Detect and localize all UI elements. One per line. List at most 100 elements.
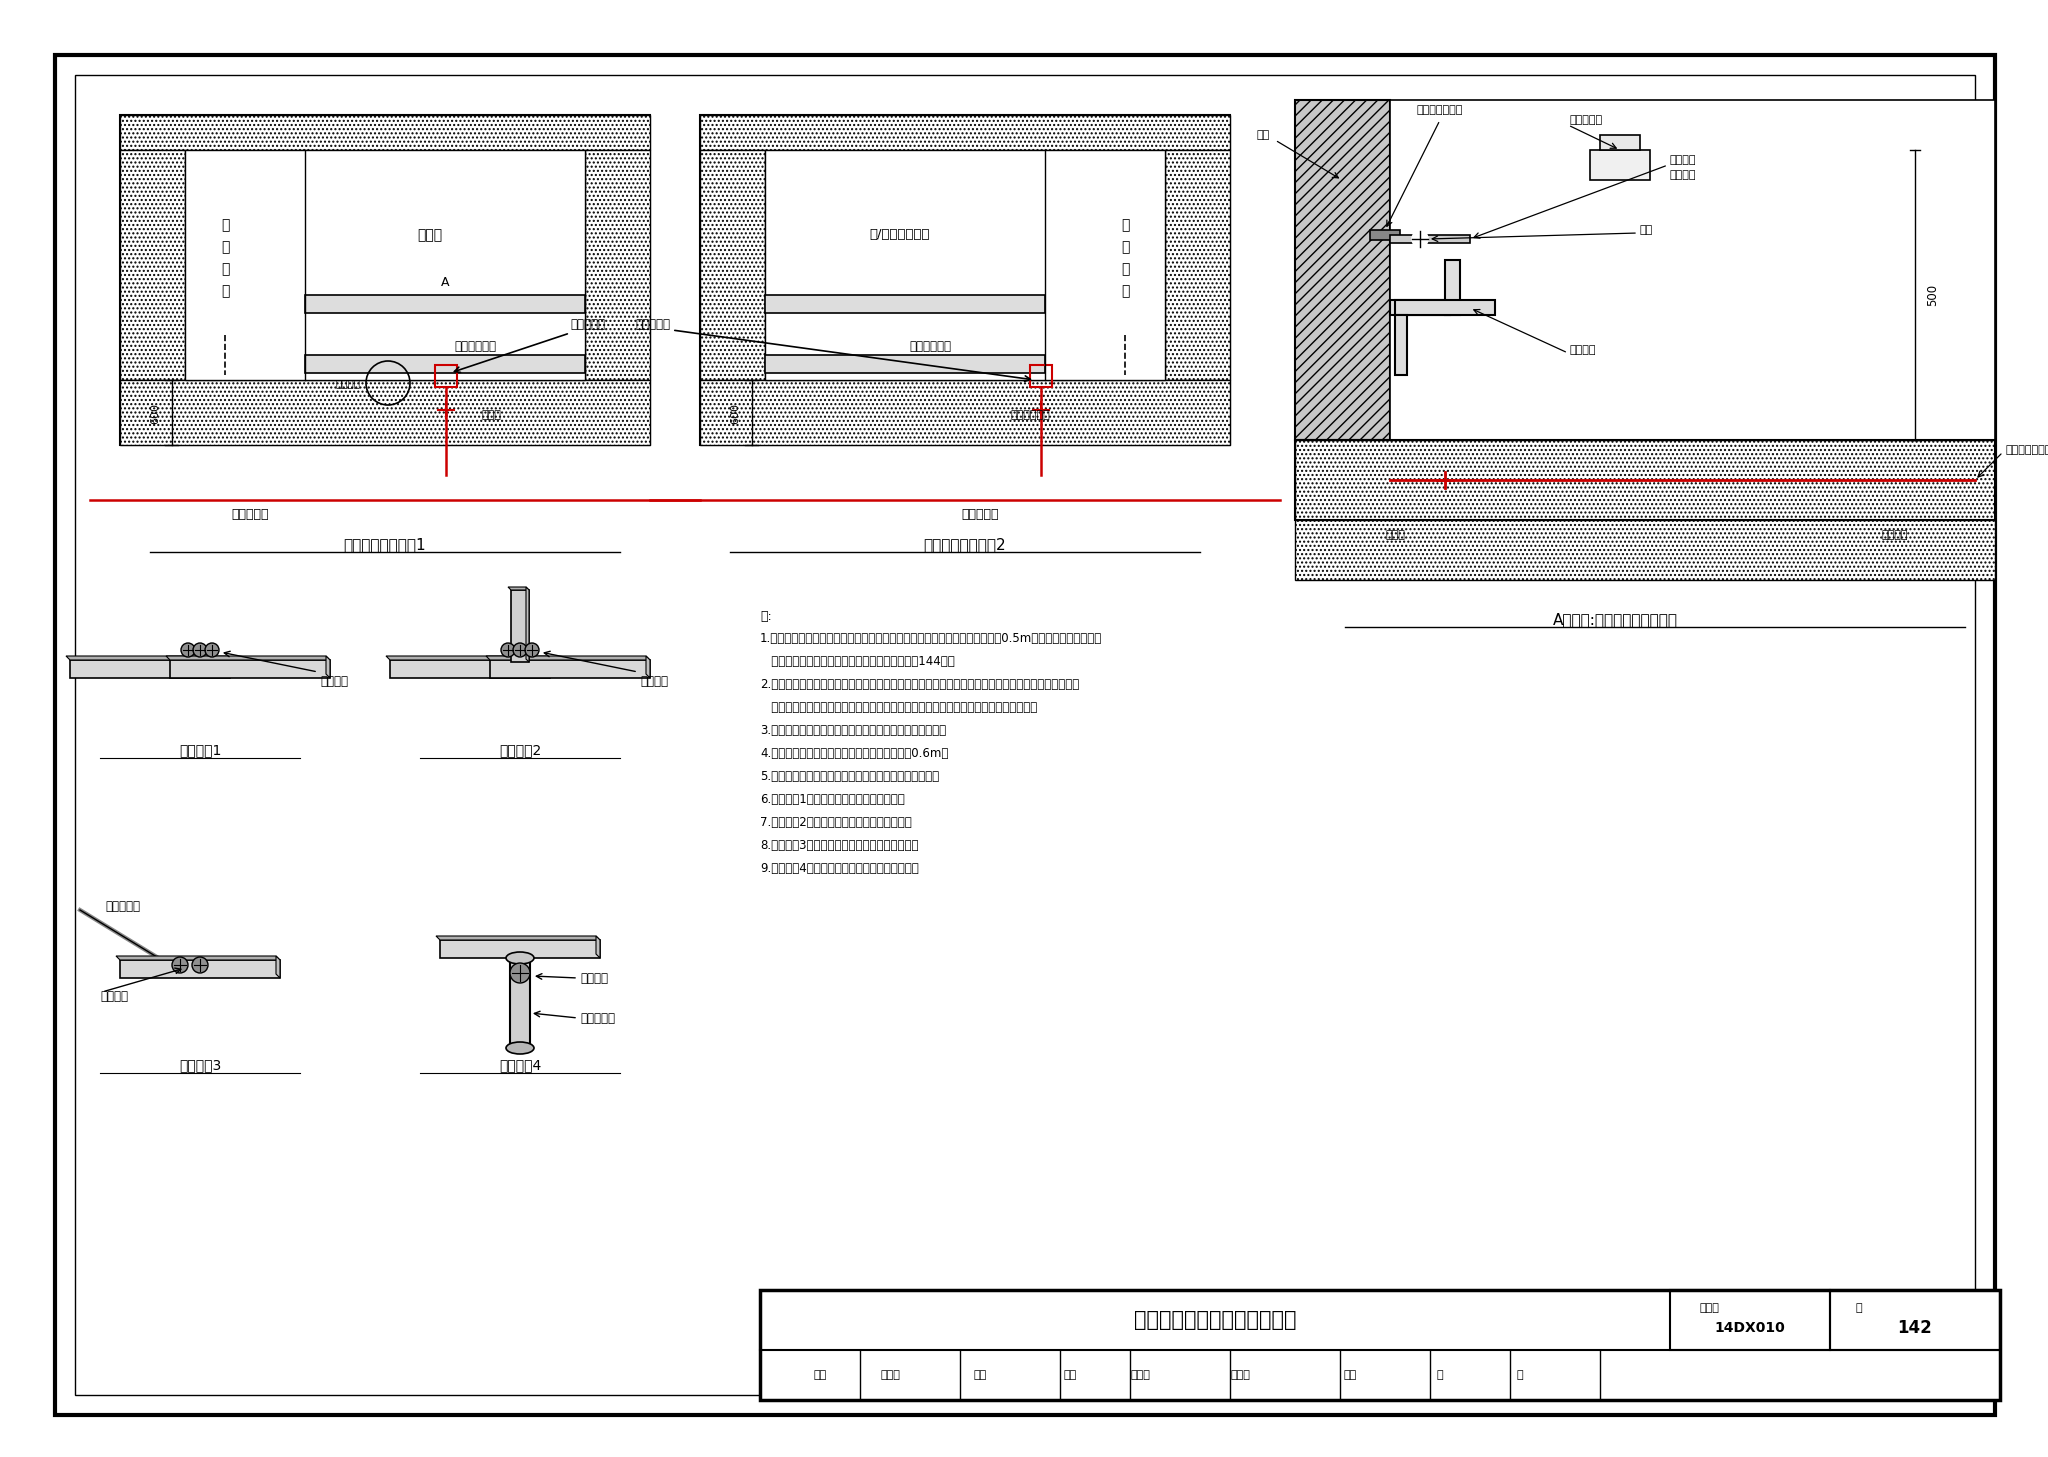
Bar bbox=[305, 356, 586, 373]
Bar bbox=[1589, 150, 1651, 181]
Text: 接地导带: 接地导带 bbox=[1669, 154, 1696, 165]
Text: 过镀垫片: 过镀垫片 bbox=[1669, 170, 1696, 181]
Text: 房站台板下夹层内，避开板底风道、结构缝及胀缩等。引出点位置需经相关专业确认。: 房站台板下夹层内，避开板底风道、结构缝及胀缩等。引出点位置需经相关专业确认。 bbox=[760, 701, 1036, 714]
Text: 500: 500 bbox=[1927, 284, 1939, 306]
Text: 接地网接地引出线: 接地网接地引出线 bbox=[2005, 444, 2048, 455]
Bar bbox=[700, 150, 766, 380]
Text: 强/弱电设备用房: 强/弱电设备用房 bbox=[870, 229, 930, 242]
Circle shape bbox=[510, 963, 530, 983]
Polygon shape bbox=[485, 656, 649, 660]
Text: 注:: 注: bbox=[760, 610, 772, 624]
Text: 校对: 校对 bbox=[1063, 1370, 1077, 1380]
Text: 接地引出线及连接方式示意图: 接地引出线及连接方式示意图 bbox=[1135, 1310, 1296, 1330]
Text: 连接方式3: 连接方式3 bbox=[178, 1058, 221, 1072]
Circle shape bbox=[193, 957, 209, 973]
Text: 热熔接头: 热熔接头 bbox=[639, 675, 668, 688]
Bar bbox=[305, 294, 586, 313]
Text: 线: 线 bbox=[1120, 219, 1128, 232]
Polygon shape bbox=[166, 656, 330, 660]
Bar bbox=[1395, 300, 1495, 315]
Circle shape bbox=[512, 643, 526, 657]
Text: 接地板钩: 接地板钩 bbox=[1571, 345, 1597, 356]
Bar bbox=[1294, 440, 1995, 520]
Bar bbox=[1391, 300, 1450, 315]
Bar bbox=[766, 294, 1044, 313]
Bar bbox=[1294, 440, 1995, 520]
Text: 心: 心 bbox=[221, 284, 229, 299]
Polygon shape bbox=[117, 956, 281, 960]
Text: 中: 中 bbox=[1120, 262, 1128, 275]
Text: 连接方式1: 连接方式1 bbox=[178, 743, 221, 758]
Text: 接地引出线: 接地引出线 bbox=[635, 319, 670, 332]
Text: 电车地绝子: 电车地绝子 bbox=[1571, 115, 1604, 125]
Bar bbox=[1669, 1289, 1831, 1351]
Polygon shape bbox=[645, 656, 649, 678]
Text: 路: 路 bbox=[1120, 240, 1128, 254]
Bar bbox=[1395, 315, 1407, 374]
Text: 路: 路 bbox=[221, 240, 229, 254]
Polygon shape bbox=[526, 587, 528, 661]
Text: 育: 育 bbox=[1438, 1370, 1444, 1380]
Text: 止水环: 止水环 bbox=[481, 409, 502, 420]
Circle shape bbox=[1411, 232, 1427, 248]
Text: 站台板下夹层: 站台板下夹层 bbox=[455, 341, 496, 354]
Text: 接地引出线示意图2: 接地引出线示意图2 bbox=[924, 538, 1006, 552]
Polygon shape bbox=[508, 587, 528, 590]
Bar bbox=[121, 115, 649, 150]
Text: 审制: 审制 bbox=[813, 1370, 827, 1380]
Bar bbox=[700, 115, 1231, 444]
Text: A大样图:接地母排安装示意图: A大样图:接地母排安装示意图 bbox=[1552, 612, 1677, 628]
Circle shape bbox=[172, 957, 188, 973]
Bar bbox=[510, 959, 530, 1048]
Bar bbox=[121, 380, 649, 444]
Text: 连接方式4: 连接方式4 bbox=[500, 1058, 541, 1072]
Text: 热熔接头: 热熔接头 bbox=[100, 989, 127, 1002]
Bar bbox=[1599, 136, 1640, 150]
Polygon shape bbox=[385, 656, 551, 660]
Text: A: A bbox=[440, 277, 449, 290]
Text: 4.接地装置在车站底板垫层下的埋设深度不小于0.6m。: 4.接地装置在车站底板垫层下的埋设深度不小于0.6m。 bbox=[760, 747, 948, 761]
Polygon shape bbox=[547, 656, 551, 678]
Text: 车站结构底板: 车站结构底板 bbox=[1010, 409, 1051, 420]
Bar bbox=[1030, 366, 1053, 388]
Polygon shape bbox=[66, 656, 229, 660]
Bar bbox=[1165, 150, 1231, 380]
Text: 600: 600 bbox=[150, 402, 160, 424]
Bar bbox=[766, 150, 1165, 380]
Bar bbox=[1831, 1289, 2001, 1351]
Text: 心: 心 bbox=[1120, 284, 1128, 299]
Text: 6.连接方式1为接地紫铜排之间的一字焊接。: 6.连接方式1为接地紫铜排之间的一字焊接。 bbox=[760, 793, 905, 806]
Text: 接地引出线: 接地引出线 bbox=[569, 319, 604, 332]
Text: 接地引入线: 接地引入线 bbox=[104, 900, 139, 914]
Ellipse shape bbox=[506, 951, 535, 965]
Text: 王南表: 王南表 bbox=[881, 1370, 899, 1380]
Bar bbox=[1294, 520, 1995, 580]
Text: 接地引出线示意图1: 接地引出线示意图1 bbox=[344, 538, 426, 552]
Text: 垂直接地体: 垂直接地体 bbox=[961, 508, 999, 522]
Text: 鼠: 鼠 bbox=[1518, 1370, 1524, 1380]
Text: 站台板下夹层: 站台板下夹层 bbox=[909, 341, 950, 354]
Polygon shape bbox=[170, 660, 330, 678]
Text: 1.本图适用于地下站。车站及区间交变电所结构板以上引出线引出高度不小于0.5m，与车站区间交变电所: 1.本图适用于地下站。车站及区间交变电所结构板以上引出线引出高度不小于0.5m，… bbox=[760, 632, 1102, 645]
Text: 图集号: 图集号 bbox=[1700, 1303, 1720, 1313]
Polygon shape bbox=[326, 656, 330, 678]
Text: 止水环: 止水环 bbox=[1384, 530, 1405, 541]
Bar bbox=[760, 1289, 1669, 1351]
Text: 7.连接方式2为接地板之间的对接，十字焊接。: 7.连接方式2为接地板之间的对接，十字焊接。 bbox=[760, 816, 911, 829]
Bar bbox=[184, 150, 586, 380]
Text: 142: 142 bbox=[1898, 1319, 1933, 1338]
Circle shape bbox=[193, 643, 207, 657]
Bar bbox=[121, 150, 184, 380]
Bar bbox=[1391, 101, 1995, 440]
Ellipse shape bbox=[506, 1042, 535, 1053]
Text: 3.接地引出线应采取防止发生机械损伤和化学腐蚀的措施。: 3.接地引出线应采取防止发生机械损伤和化学腐蚀的措施。 bbox=[760, 724, 946, 737]
Text: 9.连接方式4为接地板与垂直接地板之间的连接。: 9.连接方式4为接地板与垂直接地板之间的连接。 bbox=[760, 863, 920, 876]
Bar bbox=[760, 1289, 2001, 1400]
Polygon shape bbox=[276, 956, 281, 978]
Text: 螺栓: 螺栓 bbox=[1640, 224, 1653, 235]
Text: 张建华: 张建华 bbox=[1130, 1370, 1149, 1380]
Polygon shape bbox=[512, 590, 528, 661]
Text: 冷结构: 冷结构 bbox=[1231, 1370, 1249, 1380]
Bar bbox=[1446, 259, 1460, 315]
Bar bbox=[700, 380, 1231, 444]
